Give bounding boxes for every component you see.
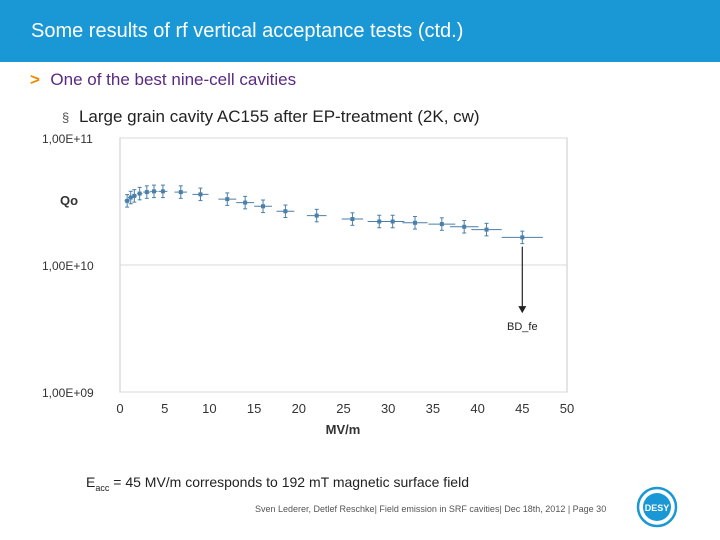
data-point [218, 192, 237, 206]
header-bar: Some results of rf vertical acceptance t… [0, 0, 720, 62]
x-tick-label: 50 [560, 401, 574, 416]
bullet-text: Large grain cavity AC155 after EP-treatm… [78, 107, 480, 126]
y-tick-labels: 1,00E+09 1,00E+10 1,00E+11 [42, 132, 94, 400]
data-point [402, 216, 428, 230]
subtitle: One of the best nine-cell cavities [50, 70, 297, 89]
slide-title: Some results of rf vertical acceptance t… [31, 20, 464, 42]
data-point [381, 214, 405, 229]
bullet-item: § Large grain cavity AC155 after EP-trea… [62, 107, 480, 127]
annotation-arrowhead [518, 306, 527, 314]
data-point [254, 199, 272, 214]
x-tick-labels: 0 5 10 15 20 25 30 35 40 45 50 [116, 401, 574, 416]
desy-logo: DESY [636, 486, 678, 528]
x-tick-label: 35 [426, 401, 440, 416]
x-tick-label: 0 [116, 401, 123, 416]
data-point [131, 189, 137, 203]
data-point [124, 194, 130, 208]
data-point [449, 220, 479, 234]
data-point [341, 212, 364, 226]
x-tick-label: 40 [470, 401, 484, 416]
y-tick-label: 1,00E+10 [42, 259, 94, 273]
data-point [471, 222, 502, 237]
annotations: BD_fe [507, 246, 538, 333]
data-point [306, 208, 327, 223]
annotation-label: BD_fe [507, 321, 538, 333]
grid-lines [120, 137, 567, 393]
data-point [236, 195, 255, 210]
data-point [136, 186, 143, 201]
bullet-icon: § [62, 110, 70, 125]
x-tick-label: 10 [202, 401, 216, 416]
data-points [124, 184, 543, 245]
note-prefix: E [86, 474, 96, 490]
data-point [501, 230, 543, 245]
y-axis-label: Qo [60, 193, 78, 208]
x-tick-label: 30 [381, 401, 395, 416]
data-point [276, 204, 295, 218]
y-tick-label: 1,00E+11 [42, 132, 93, 146]
note-sub: acc [95, 482, 110, 493]
data-point [150, 184, 158, 199]
field-note: Eacc = 45 MV/m corresponds to 192 mT mag… [86, 474, 469, 493]
x-tick-label: 45 [515, 401, 529, 416]
arrow-icon: > [30, 70, 40, 89]
data-point [428, 217, 456, 231]
logo-text: DESY [645, 503, 670, 513]
footer-text: Sven Lederer, Detlef Reschke| Field emis… [255, 504, 607, 514]
y-tick-label: 1,00E+09 [42, 386, 94, 400]
data-point [174, 185, 188, 199]
x-tick-label: 25 [336, 401, 350, 416]
x-tick-label: 5 [161, 401, 168, 416]
data-point [143, 185, 151, 199]
x-tick-label: 20 [292, 401, 306, 416]
subtitle-row: > One of the best nine-cell cavities [30, 70, 296, 90]
note-text: = 45 MV/m corresponds to 192 mT magnetic… [109, 474, 469, 490]
q0-vs-field-chart: 1,00E+09 1,00E+10 1,00E+11 0 5 10 15 20 25 30 35 4… [42, 132, 574, 437]
x-tick-label: 15 [247, 401, 261, 416]
x-axis-label: MV/m [326, 422, 361, 437]
data-point [158, 184, 168, 199]
data-point [192, 187, 209, 202]
